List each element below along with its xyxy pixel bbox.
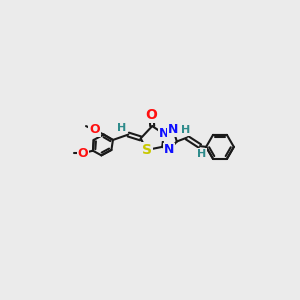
Text: S: S: [142, 143, 152, 157]
Text: H: H: [182, 125, 191, 135]
Text: O: O: [89, 123, 100, 136]
Text: O: O: [146, 107, 158, 122]
Text: O: O: [78, 146, 88, 160]
Text: N: N: [159, 127, 169, 140]
Text: H: H: [197, 149, 206, 159]
Text: N: N: [168, 123, 178, 136]
Text: N: N: [164, 143, 174, 157]
Text: H: H: [117, 123, 126, 134]
